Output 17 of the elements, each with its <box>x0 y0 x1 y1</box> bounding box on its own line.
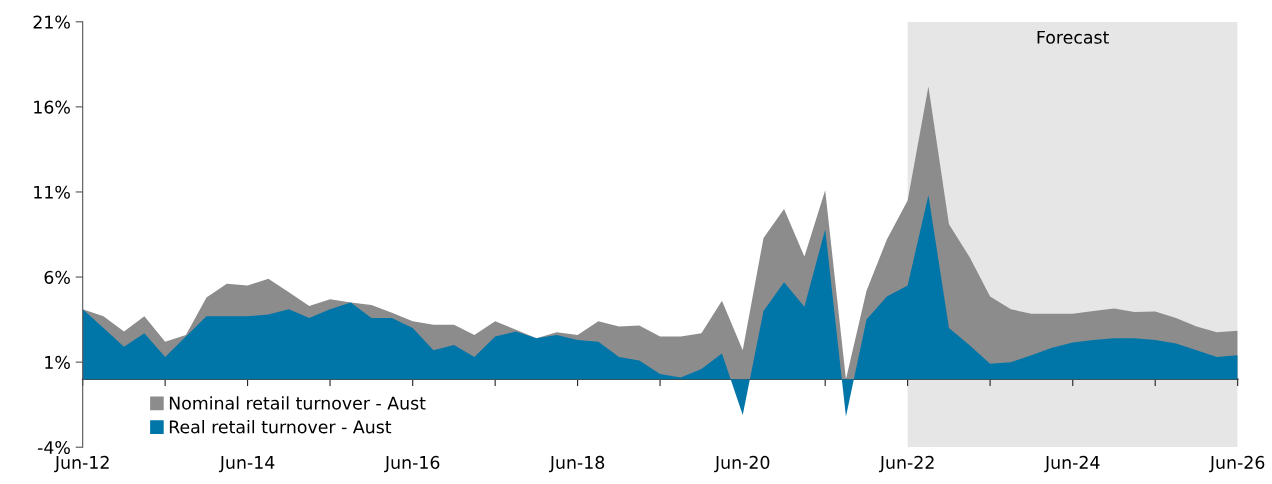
x-tick-label: Jun-16 <box>384 455 440 473</box>
y-tick-label: -4% <box>37 440 70 455</box>
x-tick-label: Jun-14 <box>218 456 275 473</box>
y-tick-label: 6% <box>44 270 70 284</box>
legend-label: Nominal retail turnover - Aust <box>169 396 426 410</box>
x-tick-label: Jun-24 <box>1044 455 1100 473</box>
x-tick-label: Jun-12 <box>54 455 109 473</box>
y-tick-label: 16% <box>34 100 70 114</box>
x-tick-label: Jun-26 <box>1209 455 1265 473</box>
x-tick-label: Jun-20 <box>714 455 770 473</box>
y-tick-label: 1% <box>45 355 70 369</box>
x-tick-label: Jun-22 <box>878 455 934 473</box>
x-tick-label: Jun-18 <box>548 455 605 473</box>
band-label: Forecast <box>1037 30 1109 44</box>
y-tick-label: 21% <box>33 15 70 29</box>
legend-label: Real retail turnover - Aust <box>169 420 392 434</box>
y-tick-label: 11% <box>34 185 70 199</box>
